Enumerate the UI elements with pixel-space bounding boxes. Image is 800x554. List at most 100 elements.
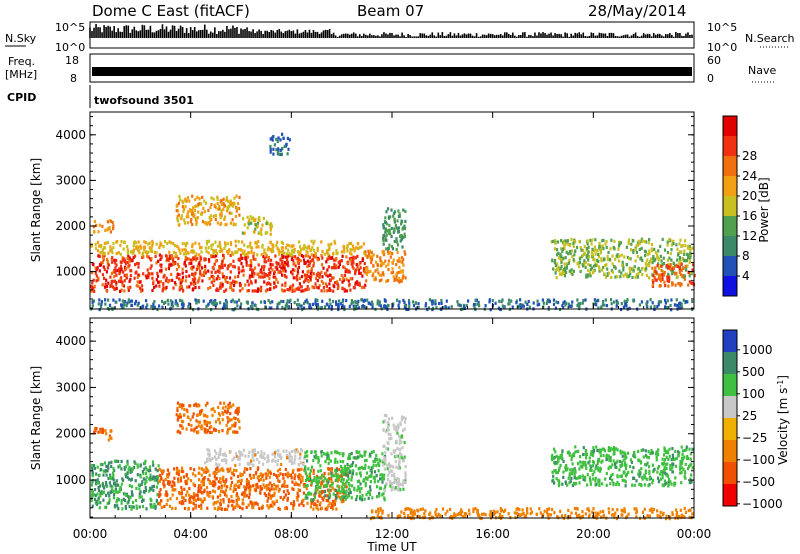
data-cell xyxy=(561,271,564,275)
data-cell xyxy=(106,227,109,231)
colorbar-swatch xyxy=(723,236,737,257)
data-cell xyxy=(359,266,362,270)
data-cell xyxy=(363,298,366,302)
data-cell xyxy=(252,257,255,261)
data-cell xyxy=(398,448,401,452)
data-cell xyxy=(350,302,353,306)
data-cell xyxy=(210,247,213,251)
data-cell xyxy=(225,300,228,304)
data-cell xyxy=(91,463,94,468)
data-cell xyxy=(367,490,370,494)
data-cell xyxy=(307,254,310,258)
data-cell xyxy=(178,273,181,277)
data-cell xyxy=(306,477,309,482)
data-cell xyxy=(634,275,637,280)
data-cell xyxy=(681,305,684,310)
data-cell xyxy=(229,241,232,245)
data-cell xyxy=(686,264,689,268)
data-cell xyxy=(191,243,194,247)
data-cell xyxy=(354,281,357,285)
data-cell xyxy=(630,248,633,252)
data-cell xyxy=(288,252,291,256)
data-cell xyxy=(360,245,363,249)
data-cell xyxy=(373,470,377,474)
data-cell xyxy=(285,275,288,279)
data-cell xyxy=(307,287,311,291)
data-cell xyxy=(327,504,330,508)
data-cell xyxy=(127,254,130,258)
freq-left-label-1: Freq. xyxy=(8,55,35,68)
data-cell xyxy=(288,138,291,142)
data-cell xyxy=(237,406,240,410)
data-cell xyxy=(565,266,568,270)
data-cell xyxy=(688,280,691,284)
data-cell xyxy=(328,305,331,309)
data-cell xyxy=(99,305,103,309)
data-cell xyxy=(220,199,223,203)
data-cell xyxy=(222,197,225,201)
data-cell xyxy=(241,498,244,502)
data-cell xyxy=(249,215,252,219)
data-cell xyxy=(208,277,211,281)
data-cell xyxy=(334,450,337,454)
data-cell xyxy=(346,470,349,474)
data-cell xyxy=(223,263,227,267)
data-cell xyxy=(190,428,193,432)
data-cell xyxy=(151,241,154,245)
data-cell xyxy=(661,262,664,267)
data-cell xyxy=(113,279,117,283)
data-cell xyxy=(390,234,393,239)
data-cell xyxy=(288,459,291,463)
data-cell xyxy=(132,248,135,252)
data-cell xyxy=(105,493,108,497)
data-cell xyxy=(180,488,184,492)
data-cell xyxy=(195,493,198,497)
data-cell xyxy=(91,488,94,492)
data-cell xyxy=(120,482,123,486)
data-cell xyxy=(330,242,333,246)
data-cell xyxy=(269,262,272,266)
data-cell xyxy=(358,495,362,499)
data-cell xyxy=(110,271,114,276)
data-cell xyxy=(669,267,672,271)
data-cell xyxy=(601,268,604,272)
data-cell xyxy=(270,224,274,228)
data-cell xyxy=(203,422,206,426)
data-cell xyxy=(106,289,109,293)
data-cell xyxy=(399,482,402,486)
data-cell xyxy=(162,282,165,286)
data-cell xyxy=(208,473,211,477)
data-cell xyxy=(598,269,601,273)
data-cell xyxy=(208,453,211,457)
data-cell xyxy=(245,252,248,257)
data-cell xyxy=(223,246,226,251)
data-cell xyxy=(200,409,203,413)
data-cell xyxy=(299,304,302,308)
data-cell xyxy=(332,258,335,262)
data-cell xyxy=(319,494,322,498)
data-cell xyxy=(286,288,289,292)
data-cell xyxy=(111,256,114,260)
data-cell xyxy=(194,285,197,290)
data-cell xyxy=(672,242,675,246)
data-cell xyxy=(403,306,406,310)
data-cell xyxy=(186,196,189,200)
data-cell xyxy=(320,483,323,487)
data-cell xyxy=(326,289,329,293)
data-cell xyxy=(277,449,280,453)
data-cell xyxy=(110,436,113,441)
data-cell xyxy=(177,246,180,250)
data-cell xyxy=(266,273,269,278)
data-cell xyxy=(339,459,342,463)
colorbar-swatch xyxy=(723,216,737,237)
data-cell xyxy=(328,490,331,494)
data-cell xyxy=(281,132,284,136)
data-cell xyxy=(288,456,291,460)
data-cell xyxy=(180,302,184,306)
data-cell xyxy=(327,254,330,258)
data-cell xyxy=(229,449,232,454)
data-cell xyxy=(568,304,571,308)
data-cell xyxy=(306,259,309,263)
data-cell xyxy=(193,205,196,209)
data-cell xyxy=(138,505,141,509)
